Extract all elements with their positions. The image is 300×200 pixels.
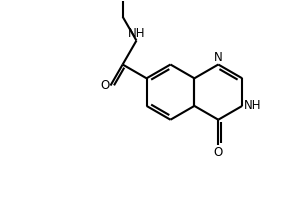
Text: O: O xyxy=(214,146,223,159)
Text: NH: NH xyxy=(244,99,262,112)
Text: N: N xyxy=(214,51,223,64)
Text: O: O xyxy=(100,79,110,92)
Text: NH: NH xyxy=(128,27,145,40)
